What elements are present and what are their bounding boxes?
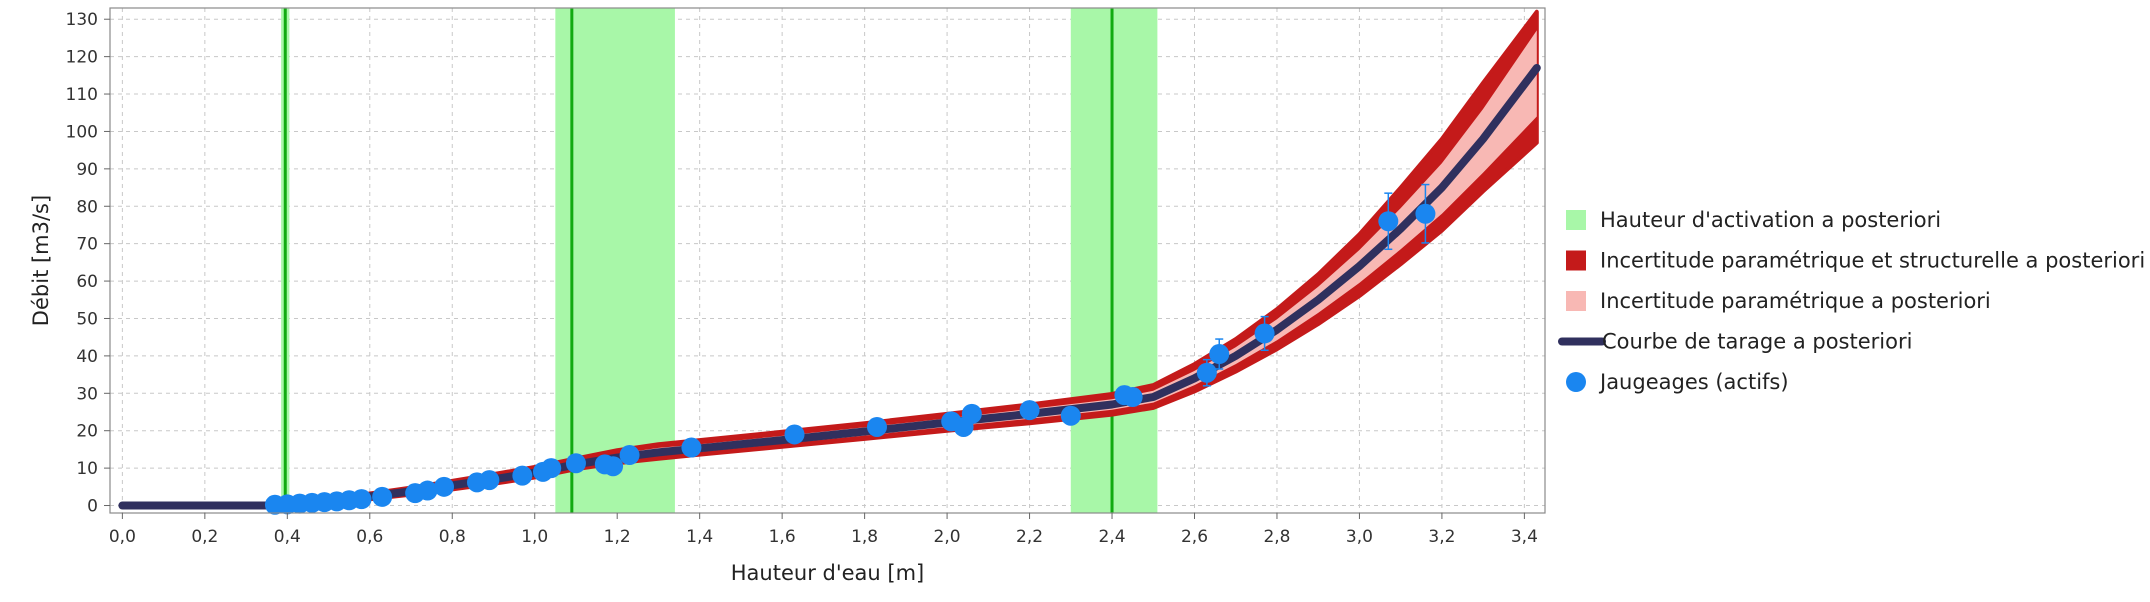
- gauging-point: [1415, 203, 1436, 224]
- x-axis-ticks: 0,0 0,2 0,4 0,6 0,8 1,0 1,2 1,4 1,6 1,8 2,0 2,2 2,4 2…: [109, 513, 1538, 547]
- legend-label-param: Incertitude paramétrique a posteriori: [1600, 289, 1991, 313]
- legend-label-curve: Courbe de tarage a posteriori: [1602, 330, 1912, 354]
- y-tick-label: 40: [76, 347, 98, 367]
- gauging-point: [1378, 211, 1399, 232]
- y-axis-ticks: 0 10 20 30 40 50 60 70 80 90 100 110 120 130: [66, 10, 110, 517]
- x-tick-label: 2,4: [1099, 527, 1126, 547]
- legend: Hauteur d'activation a posteriori Incerti…: [1558, 208, 2145, 394]
- legend-swatch-gaugings: [1566, 372, 1586, 392]
- y-tick-label: 120: [66, 48, 98, 68]
- y-tick-label: 60: [76, 272, 98, 292]
- gauging-point: [784, 424, 805, 445]
- x-tick-label: 3,4: [1511, 527, 1538, 547]
- gauging-point: [866, 416, 887, 437]
- legend-swatch-activation: [1566, 210, 1586, 230]
- gauging-point: [541, 458, 562, 479]
- gauging-point: [565, 453, 586, 474]
- x-tick-label: 0,0: [109, 527, 136, 547]
- gauging-point: [512, 465, 533, 486]
- gauging-point: [1122, 387, 1143, 408]
- gauging-point: [417, 480, 438, 501]
- y-tick-label: 10: [76, 459, 98, 479]
- legend-label-total: Incertitude paramétrique et structurelle…: [1600, 249, 2145, 273]
- gauging-point: [1209, 344, 1230, 365]
- y-tick-label: 70: [76, 235, 98, 255]
- y-tick-label: 30: [76, 384, 98, 404]
- gauging-point: [603, 456, 624, 477]
- gaugings: [264, 183, 1436, 515]
- grid: [110, 8, 1545, 513]
- legend-label-activation: Hauteur d'activation a posteriori: [1600, 208, 1941, 232]
- legend-swatch-param: [1566, 291, 1586, 311]
- activation-band: [555, 8, 675, 513]
- y-tick-label: 80: [76, 197, 98, 217]
- x-tick-label: 2,2: [1016, 527, 1043, 547]
- gauging-point: [961, 403, 982, 424]
- y-tick-label: 110: [66, 85, 98, 105]
- x-tick-label: 0,6: [356, 527, 383, 547]
- x-axis-title: Hauteur d'eau [m]: [731, 561, 924, 585]
- x-tick-label: 1,0: [521, 527, 548, 547]
- gauging-point: [1196, 362, 1217, 383]
- x-tick-label: 2,8: [1263, 527, 1290, 547]
- gauging-point: [681, 437, 702, 458]
- legend-swatch-total: [1566, 250, 1586, 271]
- y-axis-title: Débit [m3/s]: [29, 195, 53, 326]
- y-tick-label: 90: [76, 160, 98, 180]
- x-tick-label: 1,6: [769, 527, 796, 547]
- gauging-point: [372, 486, 393, 507]
- x-tick-label: 3,2: [1428, 527, 1455, 547]
- gauging-point: [1060, 405, 1081, 426]
- x-tick-label: 0,8: [439, 527, 466, 547]
- y-tick-label: 130: [66, 10, 98, 30]
- gauging-point: [479, 470, 500, 491]
- y-tick-label: 0: [87, 497, 98, 517]
- plot-frame: [109, 7, 1546, 514]
- gauging-point: [1254, 323, 1275, 344]
- x-tick-label: 1,2: [604, 527, 631, 547]
- x-tick-label: 2,6: [1181, 527, 1208, 547]
- legend-label-gaugings: Jaugeages (actifs): [1598, 370, 1789, 394]
- activation-heights: [281, 8, 1158, 513]
- y-tick-label: 100: [66, 122, 98, 142]
- x-tick-label: 0,2: [191, 527, 218, 547]
- x-tick-label: 2,0: [934, 527, 961, 547]
- gauging-point: [619, 445, 640, 466]
- gauging-point: [1019, 400, 1040, 421]
- gauging-point: [434, 476, 455, 497]
- y-tick-label: 20: [76, 422, 98, 442]
- x-tick-label: 0,4: [274, 527, 301, 547]
- activation-band: [1070, 8, 1158, 513]
- y-tick-label: 50: [76, 309, 98, 329]
- x-tick-label: 1,8: [851, 527, 878, 547]
- x-tick-label: 1,4: [686, 527, 713, 547]
- x-tick-label: 3,0: [1346, 527, 1373, 547]
- gauging-point: [351, 489, 372, 510]
